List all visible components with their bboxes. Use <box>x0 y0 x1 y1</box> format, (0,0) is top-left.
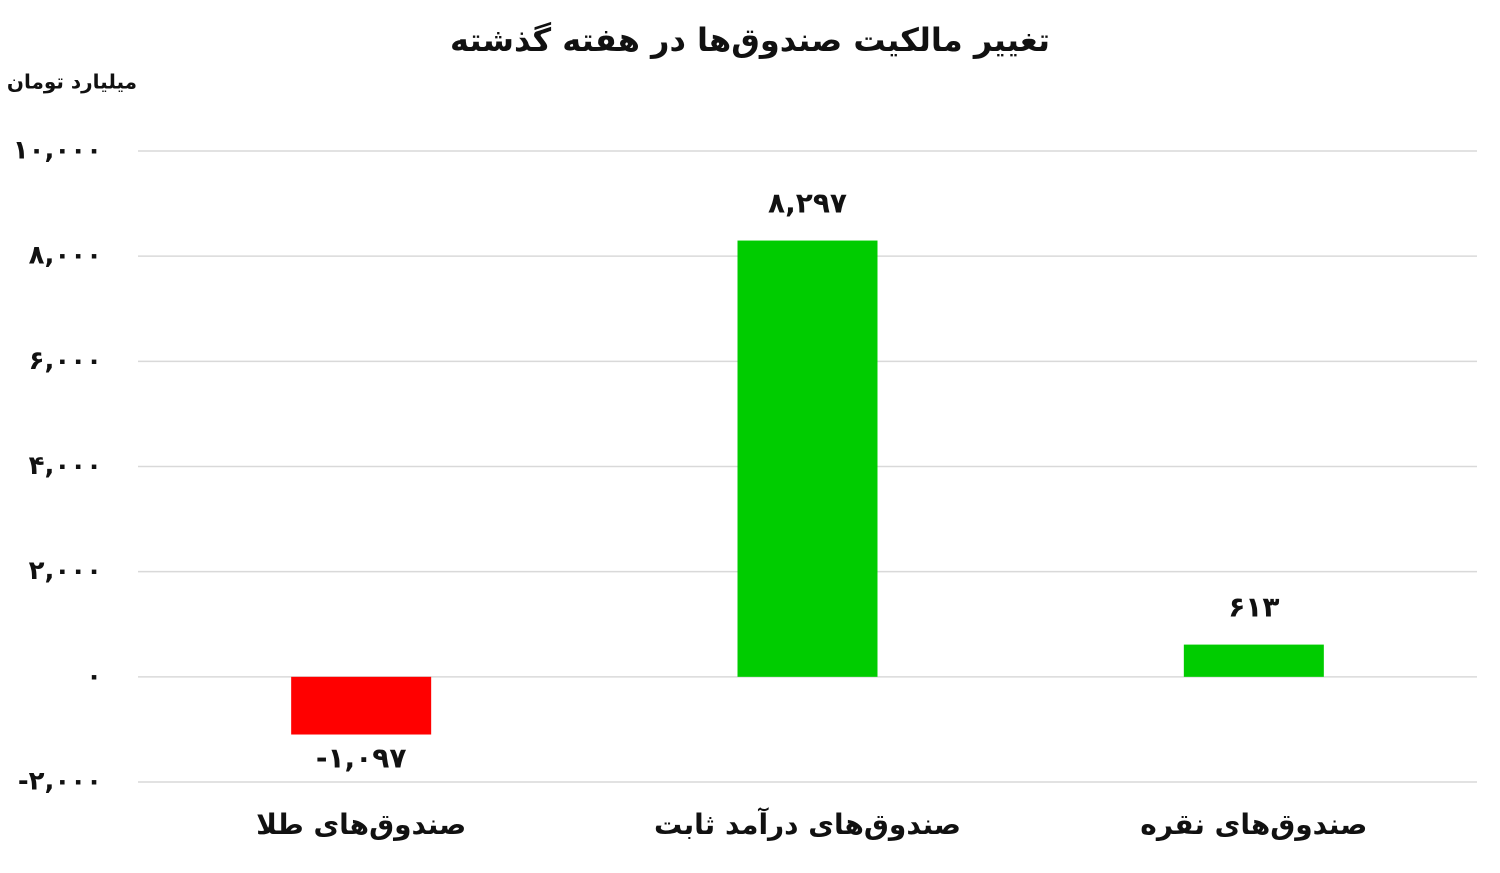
value-label: ۸,۲۹۷ <box>768 187 847 220</box>
chart-title: تغییر مالکیت صندوق‌ها در هفته گذشته <box>450 21 1050 59</box>
bar <box>737 240 878 677</box>
x-tick-label: صندوق‌های طلا <box>256 808 466 841</box>
x-tick-label: صندوق‌های نقره <box>1140 808 1367 841</box>
y-tick-label: ۴,۰۰۰ <box>29 451 102 481</box>
y-tick-label: ۱۰,۰۰۰ <box>13 136 102 166</box>
y-tick-label: ۲,۰۰۰ <box>29 556 102 586</box>
y-axis-label: میلیارد تومان <box>7 70 137 94</box>
y-tick-label: ۸,۰۰۰ <box>29 241 102 271</box>
y-tick-label: -۲,۰۰۰ <box>18 767 102 797</box>
value-label: ۶۱۳ <box>1228 591 1279 624</box>
value-label: -۱,۰۹۷ <box>316 742 407 775</box>
x-tick-label: صندوق‌های درآمد ثابت <box>654 807 961 841</box>
bar <box>1183 644 1324 677</box>
y-tick-label: ۶,۰۰۰ <box>29 346 102 376</box>
bar <box>291 676 432 735</box>
y-tick-label: ۰ <box>86 661 102 691</box>
